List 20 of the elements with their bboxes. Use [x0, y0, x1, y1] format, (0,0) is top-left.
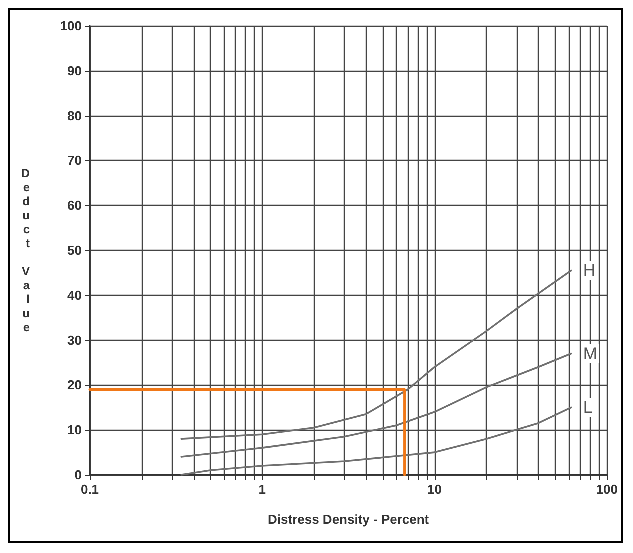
y-tick-label: 0	[74, 468, 82, 482]
text: Deduct Value	[21, 166, 30, 334]
x-axis-title: Distress Density - Percent	[268, 512, 430, 527]
y-tick-label: 60	[68, 198, 82, 214]
x-tick-label: 1	[258, 482, 266, 497]
y-tick-label: 50	[68, 243, 82, 258]
y-tick-label: 30	[68, 332, 82, 348]
y-tick-label: 40	[68, 288, 82, 303]
y-tick-label: 70	[68, 153, 82, 168]
series-label: M	[583, 344, 598, 364]
y-tick-label: 100	[60, 18, 82, 34]
series-label: H	[583, 261, 596, 280]
x-tick-label: 0.1	[80, 482, 100, 497]
y-tick-label: 10	[68, 422, 82, 438]
x-tick-label: 10	[428, 482, 442, 497]
y-tick-label: 20	[68, 378, 82, 393]
y-tick-label: 80	[68, 108, 82, 124]
y-tick-label: 90	[68, 63, 82, 78]
x-tick-label: 100	[596, 482, 618, 497]
series-label: L	[583, 398, 593, 418]
